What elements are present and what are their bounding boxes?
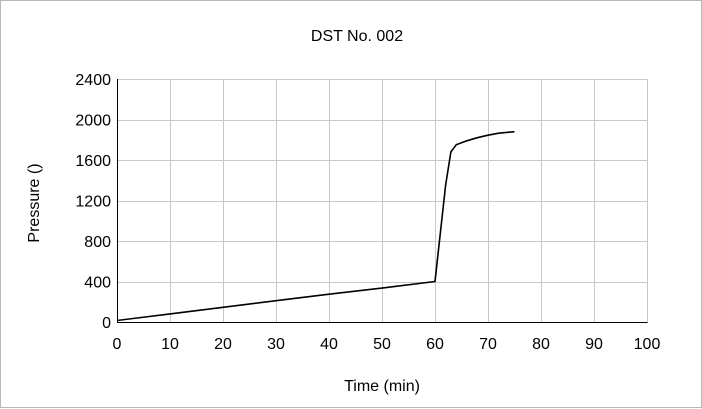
x-tick-label: 0	[113, 336, 122, 353]
x-axis-label: Time (min)	[344, 378, 420, 395]
x-tick-label: 30	[267, 336, 285, 353]
x-tick-label: 100	[634, 336, 661, 353]
axis-layer	[117, 79, 648, 323]
x-tick-label: 80	[532, 336, 550, 353]
chart-title: DST No. 002	[311, 28, 403, 45]
x-tick-label: 50	[373, 336, 391, 353]
pressure-series-line	[116, 130, 515, 322]
y-tick-label: 800	[84, 234, 111, 251]
grid-layer	[117, 79, 648, 323]
series-layer	[116, 130, 515, 322]
y-tick-label: 2400	[75, 72, 111, 89]
y-tick-label: 400	[84, 275, 111, 292]
x-tick-label: 20	[214, 336, 232, 353]
y-tick-label: 1600	[75, 153, 111, 170]
x-tick-label: 40	[320, 336, 338, 353]
x-tick-label: 10	[161, 336, 179, 353]
x-tick-label: 70	[479, 336, 497, 353]
y-axis-label: Pressure ()	[26, 163, 43, 242]
y-tick-label: 0	[102, 315, 111, 332]
y-tick-label: 1200	[75, 194, 111, 211]
tick-label-layer: 0 10 20 30 40 50 60 70 80 90 100 0 400 800 1200 1600 200…	[75, 72, 660, 353]
x-tick-label: 90	[585, 336, 603, 353]
y-tick-label: 2000	[75, 113, 111, 130]
x-tick-label: 60	[426, 336, 444, 353]
